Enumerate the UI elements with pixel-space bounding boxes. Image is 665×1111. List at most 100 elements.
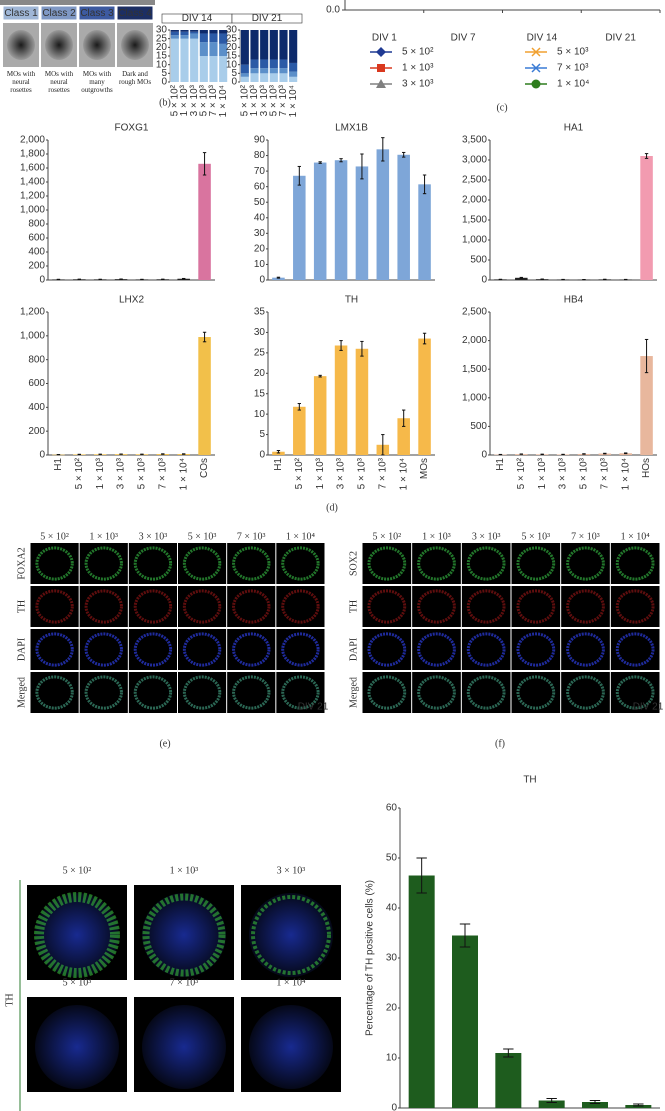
x-tick-label: 7 × 10³ bbox=[208, 84, 219, 116]
micrograph bbox=[178, 586, 227, 627]
micrograph bbox=[511, 543, 561, 584]
chart-title: TH bbox=[345, 295, 358, 306]
panel-label: (b) bbox=[159, 97, 171, 108]
bar bbox=[313, 376, 327, 455]
bar-segment bbox=[209, 33, 218, 43]
organoid-ring bbox=[84, 589, 123, 624]
organoid-ring bbox=[367, 632, 407, 667]
micrograph bbox=[178, 672, 227, 713]
micrograph bbox=[227, 586, 276, 627]
organoid bbox=[142, 1005, 226, 1089]
y-tick-label: 10 bbox=[226, 59, 238, 70]
micrograph bbox=[227, 672, 276, 713]
bar-segment bbox=[180, 31, 189, 36]
bar bbox=[408, 875, 435, 1108]
y-tick-label: 500 bbox=[470, 421, 487, 432]
bar bbox=[334, 345, 348, 455]
x-tick-label: 5 × 10² bbox=[169, 84, 180, 116]
y-tick-label: 0 bbox=[39, 275, 45, 286]
bar-segment bbox=[219, 30, 228, 34]
organoid-ring bbox=[281, 589, 320, 624]
chart-title: FOXG1 bbox=[115, 123, 149, 134]
bar bbox=[418, 184, 431, 280]
column-label: 5 × 10³ bbox=[188, 531, 217, 542]
y-tick-label: 30 bbox=[254, 228, 266, 239]
y-tick-label: 2,000 bbox=[462, 195, 487, 206]
y-tick-label: 20 bbox=[156, 42, 168, 53]
micrograph bbox=[561, 586, 610, 627]
x-tick-label: 1 × 10³ bbox=[537, 457, 548, 489]
micrograph bbox=[461, 586, 511, 627]
error-bar bbox=[644, 153, 649, 159]
x-tick-label: 1 × 10⁴ bbox=[178, 458, 189, 490]
micrograph bbox=[79, 586, 128, 627]
y-tick-label: 1,400 bbox=[20, 177, 45, 188]
bar-segment bbox=[279, 73, 288, 82]
micrograph bbox=[128, 672, 177, 713]
class-box bbox=[78, 5, 116, 21]
y-tick-label: 35 bbox=[254, 307, 266, 318]
legend-marker bbox=[531, 79, 541, 89]
organoid-ring bbox=[84, 546, 123, 581]
y-tick-label: 1,000 bbox=[20, 330, 45, 341]
panel-label: (c) bbox=[496, 102, 507, 113]
micrograph bbox=[561, 543, 610, 584]
bar-segment bbox=[250, 73, 259, 82]
organoid-ring bbox=[417, 546, 456, 581]
class-caption: MOs with neural rosettes bbox=[6, 70, 36, 94]
micrograph bbox=[511, 586, 561, 627]
x-tick-label: 5 × 10² bbox=[239, 84, 250, 116]
x-tick-label: 3 × 10³ bbox=[558, 457, 569, 489]
bar-segment bbox=[240, 76, 249, 82]
legend-marker bbox=[531, 63, 541, 73]
column-label: 1 × 10⁴ bbox=[276, 977, 306, 988]
organoid-ring bbox=[466, 589, 506, 624]
error-bar bbox=[422, 332, 427, 345]
column-label: 5 × 10³ bbox=[522, 531, 551, 542]
bar-segment bbox=[190, 30, 199, 32]
micrograph bbox=[30, 629, 79, 670]
organoid bbox=[35, 893, 119, 977]
bar bbox=[293, 406, 306, 455]
chart-title: HA1 bbox=[564, 123, 584, 134]
micrograph bbox=[561, 629, 610, 670]
error-bar bbox=[633, 1103, 644, 1107]
x-tick-label: 1 × 10³ bbox=[179, 84, 190, 116]
bar bbox=[452, 935, 478, 1108]
organoid-ring bbox=[466, 675, 506, 710]
organoid bbox=[249, 1005, 333, 1089]
organoid bbox=[249, 893, 333, 977]
organoid-ring bbox=[182, 546, 222, 581]
organoid-ring bbox=[182, 675, 222, 710]
y-tick-label: 600 bbox=[28, 378, 45, 389]
class-box bbox=[116, 5, 154, 21]
bar bbox=[397, 154, 410, 280]
x-tick-label: 7 × 10³ bbox=[599, 457, 610, 489]
x-tick-label: DIV 7 bbox=[451, 33, 476, 44]
y-tick-label: 1,500 bbox=[462, 364, 487, 375]
error-bar bbox=[276, 276, 281, 279]
y-tick-label: 2,500 bbox=[462, 175, 487, 186]
bar-segment bbox=[250, 30, 259, 60]
y-tick-label: 0 bbox=[481, 450, 487, 461]
organoid-ring bbox=[615, 546, 655, 581]
scale-label: DIV 21 bbox=[298, 702, 329, 713]
y-tick-label: 0 bbox=[161, 77, 167, 88]
micrograph bbox=[412, 586, 461, 627]
y-tick-label: 10 bbox=[254, 259, 266, 270]
bar-segment bbox=[209, 30, 218, 34]
y-tick-label: 1,200 bbox=[20, 191, 45, 202]
y-tick-label: 50 bbox=[386, 853, 398, 864]
y-tick-label: 0 bbox=[391, 1103, 397, 1111]
y-tick-label: 70 bbox=[254, 166, 266, 177]
y-tick-label: 40 bbox=[254, 212, 266, 223]
bar-segment bbox=[240, 64, 249, 74]
organoid-ring bbox=[615, 589, 655, 624]
bar-segment bbox=[219, 43, 228, 56]
micrograph bbox=[276, 543, 325, 584]
error-bar bbox=[318, 161, 322, 164]
organoid bbox=[45, 30, 73, 60]
y-tick-label: 0 bbox=[259, 275, 265, 286]
row-label: DAPI bbox=[16, 638, 27, 661]
